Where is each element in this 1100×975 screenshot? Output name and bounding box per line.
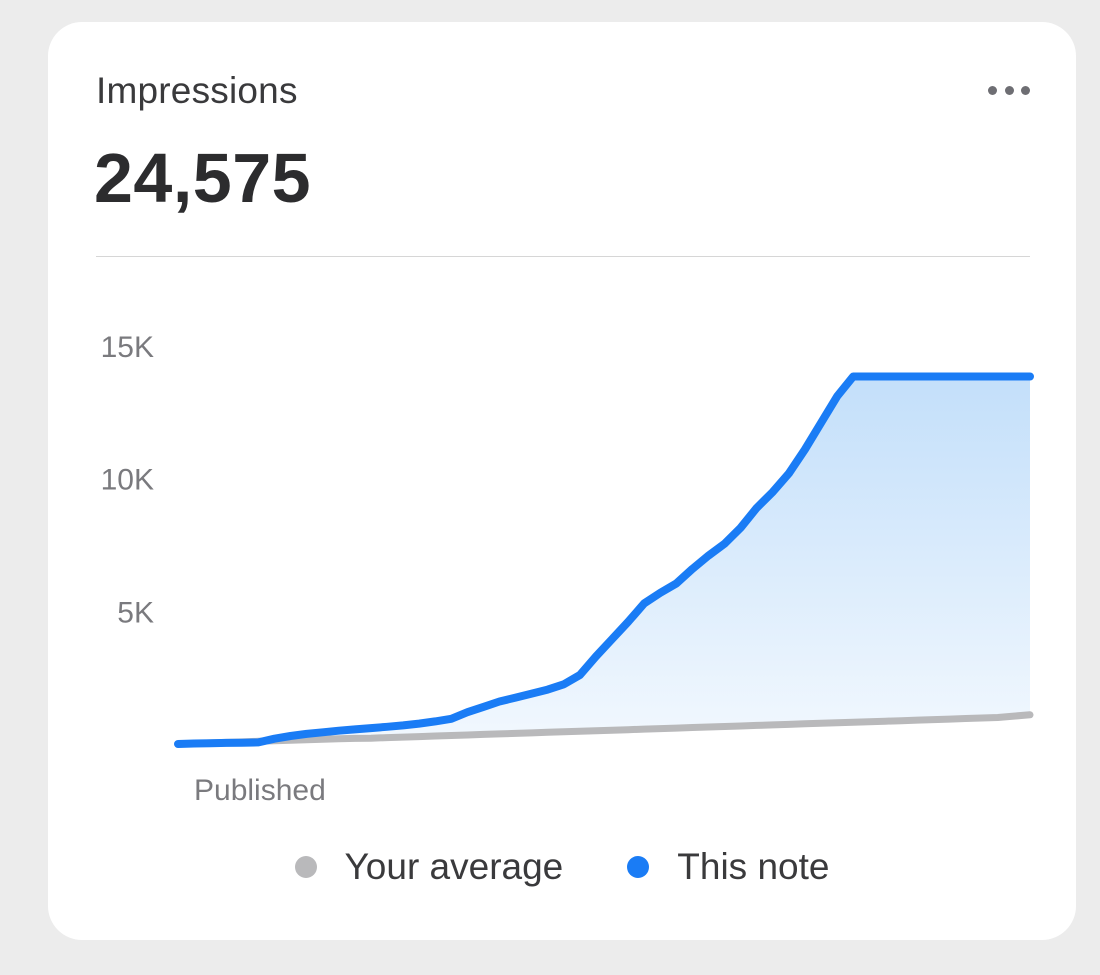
impressions-card: Impressions 24,575 15K 10K 5K Published Yo… (48, 22, 1076, 940)
y-tick-label: 15K (101, 331, 154, 364)
legend-label-average: Your average (344, 846, 564, 887)
legend-item-average: Your average (294, 846, 564, 888)
more-dot (1021, 85, 1030, 95)
your-average-line (174, 711, 1034, 748)
x-start-label: Published (194, 774, 326, 807)
this-note-line (174, 372, 1034, 748)
legend-item-this-note: This note (627, 846, 829, 888)
divider (96, 256, 1030, 257)
legend-dot-this-note (627, 856, 650, 878)
chart-legend: Your average This note (48, 846, 1076, 888)
more-dot (988, 85, 997, 95)
impressions-chart: 15K 10K 5K Published (101, 331, 1034, 807)
y-tick-label: 5K (117, 596, 154, 629)
this-note-area (178, 376, 1030, 744)
card-title: Impressions (96, 70, 298, 111)
more-options-icon[interactable] (988, 84, 1030, 96)
legend-dot-average (294, 856, 317, 878)
y-tick-label: 10K (101, 464, 154, 497)
more-dot (1004, 85, 1014, 95)
legend-label-this-note: This note (677, 846, 830, 887)
impressions-total: 24,575 (94, 139, 312, 217)
